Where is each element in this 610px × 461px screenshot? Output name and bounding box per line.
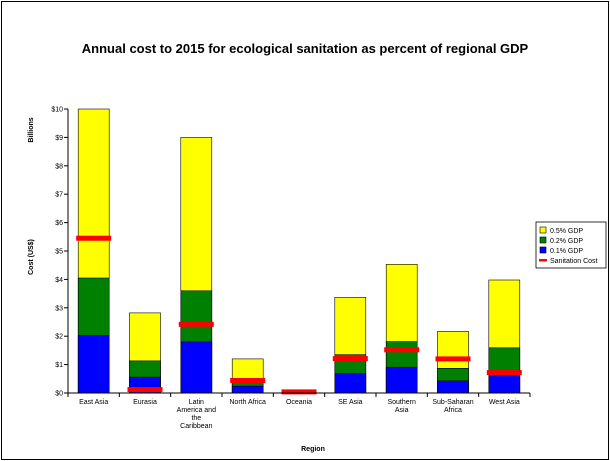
marker-sanitation-cost-6 bbox=[384, 347, 420, 353]
legend-swatch bbox=[539, 236, 547, 244]
legend-box bbox=[535, 221, 607, 269]
marker-sanitation-cost-2 bbox=[178, 321, 214, 327]
legend-swatch bbox=[539, 246, 547, 254]
x-tick-label: Eurasia bbox=[133, 399, 157, 406]
x-tick-label: Latin America and the Caribbean bbox=[177, 399, 216, 430]
y-axis-units: Billions bbox=[28, 117, 35, 142]
marker-sanitation-cost-3 bbox=[230, 378, 266, 383]
x-axis-label: Region bbox=[301, 446, 325, 453]
marker-sanitation-cost-0 bbox=[76, 235, 112, 241]
x-tick-label: North Africa bbox=[229, 399, 266, 406]
x-tick-label: Southern Asia bbox=[387, 399, 416, 414]
marker-sanitation-cost-4 bbox=[281, 389, 317, 395]
legend-swatch bbox=[539, 226, 547, 234]
y-tick-label: $3 bbox=[55, 305, 63, 312]
legend-label: 0.1% GDP bbox=[550, 248, 583, 255]
legend: 0.5% GDP 0.2% GDP 0.1% GDP Sanitation Cost bbox=[535, 221, 607, 269]
y-axis-label: Cost (US$) bbox=[28, 239, 35, 275]
y-tick-label: $9 bbox=[55, 135, 63, 142]
bar-0-1-gdp-0 bbox=[77, 335, 110, 394]
bar-0-1-gdp-7 bbox=[437, 380, 469, 394]
y-tick-label: $6 bbox=[55, 220, 63, 227]
marker-sanitation-cost-1 bbox=[127, 387, 163, 393]
bar-0-1-gdp-8 bbox=[488, 374, 521, 394]
legend-label: 0.2% GDP bbox=[550, 238, 583, 245]
marker-sanitation-cost-7 bbox=[435, 356, 471, 362]
x-tick-label: East Asia bbox=[79, 399, 108, 406]
y-tick-label: $10 bbox=[51, 107, 63, 114]
y-tick-label: $7 bbox=[55, 192, 63, 199]
legend-label: 0.5% GDP bbox=[550, 228, 583, 235]
y-tick-label: $1 bbox=[55, 362, 63, 369]
legend-swatch bbox=[539, 259, 547, 262]
x-tick-label: Sub-Saharan Africa bbox=[432, 399, 473, 414]
bar-0-1-gdp-3 bbox=[231, 385, 264, 394]
bar-0-1-gdp-2 bbox=[180, 341, 213, 394]
y-tick-label: $8 bbox=[55, 163, 63, 170]
x-tick-label: Oceania bbox=[286, 399, 312, 406]
y-tick-label: $5 bbox=[55, 249, 63, 256]
bar-0-1-gdp-5 bbox=[334, 373, 367, 394]
y-tick-label: $4 bbox=[55, 277, 63, 284]
plot-area: $0 $1 $2 $3 $4 $5 $6 $7 $8 $9 $10 East Asia Eurasia L… bbox=[51, 107, 531, 430]
chart-title: Annual cost to 2015 for ecological sanit… bbox=[82, 41, 529, 56]
bar-0-1-gdp-6 bbox=[385, 366, 418, 394]
y-tick-label: $2 bbox=[55, 334, 63, 341]
x-tick-label: SE Asia bbox=[338, 399, 363, 406]
x-tick-label: West Asia bbox=[489, 399, 520, 406]
marker-sanitation-cost-5 bbox=[332, 356, 368, 362]
legend-label: Sanitation Cost bbox=[550, 258, 598, 265]
marker-sanitation-cost-8 bbox=[486, 370, 522, 376]
y-tick-label: $0 bbox=[55, 391, 63, 398]
